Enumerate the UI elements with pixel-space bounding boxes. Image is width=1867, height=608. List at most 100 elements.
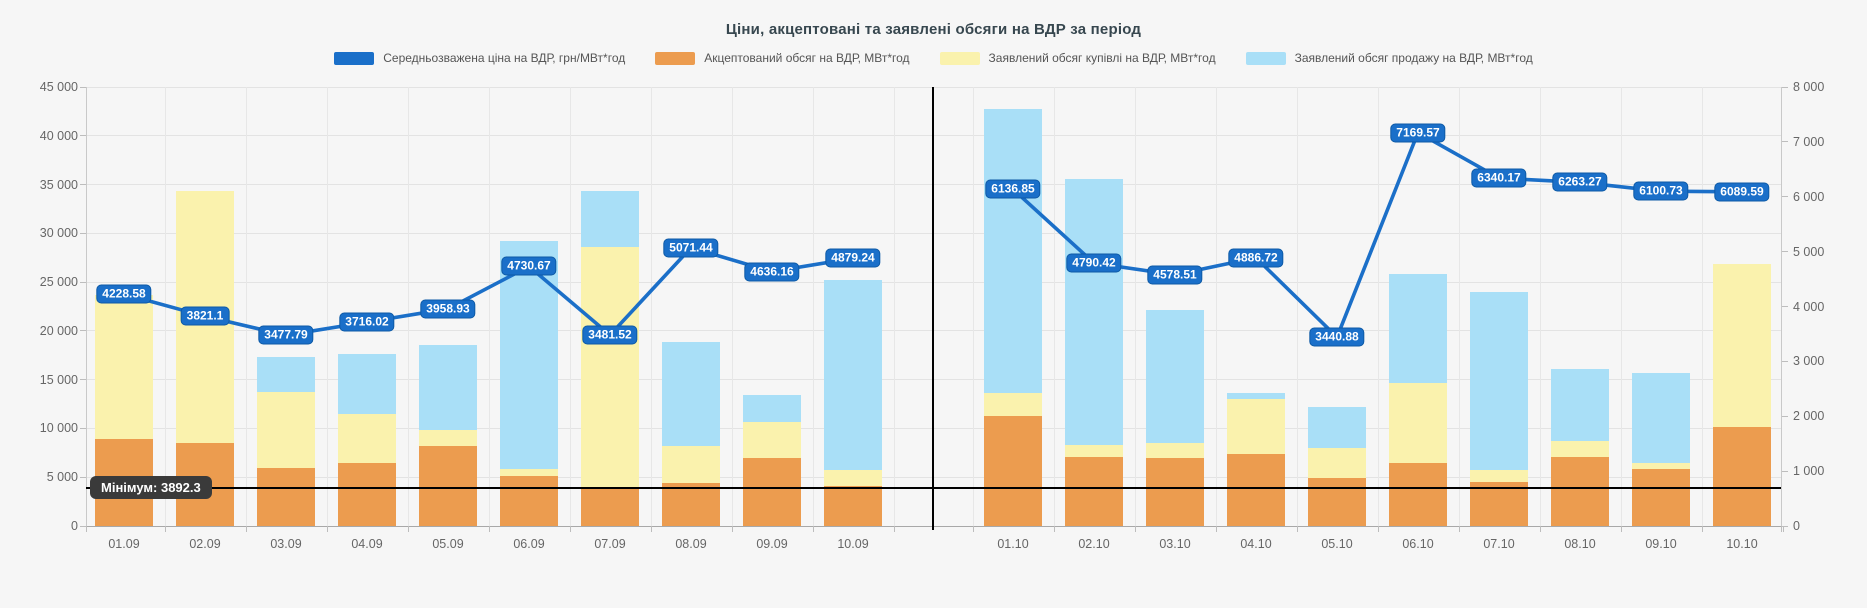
price-point-label-09.10[interactable]: 6100.73 — [1633, 181, 1689, 201]
right-axis-tick-label: 7 000 — [1793, 134, 1825, 149]
price-point-label-01.10[interactable]: 6136.85 — [985, 179, 1041, 199]
bar-buy-07.10[interactable] — [1470, 470, 1528, 482]
bar-accepted-07.09[interactable] — [581, 487, 639, 526]
bar-accepted-06.09[interactable] — [500, 476, 558, 526]
bar-accepted-08.09[interactable] — [662, 482, 720, 526]
bar-accepted-05.10[interactable] — [1308, 477, 1366, 526]
bar-accepted-09.10[interactable] — [1632, 468, 1690, 526]
bar-sell-09.09[interactable] — [743, 394, 801, 423]
bar-buy-06.10[interactable] — [1389, 383, 1447, 464]
bar-accepted-02.10[interactable] — [1065, 457, 1123, 526]
x-axis-tick — [407, 526, 409, 532]
bar-buy-01.10[interactable] — [984, 392, 1042, 417]
price-point-label-06.10[interactable]: 7169.57 — [1390, 123, 1446, 143]
bar-buy-10.10[interactable] — [1713, 263, 1771, 428]
gridline-vertical — [1296, 87, 1298, 526]
bar-sell-07.09[interactable] — [581, 191, 639, 247]
bar-accepted-05.09[interactable] — [419, 446, 477, 526]
bar-sell-07.10[interactable] — [1470, 291, 1528, 470]
legend-item-sell-volume[interactable]: Заявлений обсяг продажу на ВДР, МВт*год — [1245, 51, 1533, 65]
bar-sell-01.10[interactable] — [984, 109, 1042, 393]
price-point-label-02.10[interactable]: 4790.42 — [1066, 253, 1122, 273]
bar-buy-03.10[interactable] — [1146, 443, 1204, 459]
bar-sell-05.10[interactable] — [1308, 406, 1366, 449]
bar-buy-04.10[interactable] — [1227, 398, 1285, 454]
bar-buy-08.10[interactable] — [1551, 440, 1609, 457]
x-axis-tick — [972, 526, 974, 532]
right-axis-tick — [1782, 470, 1788, 472]
bar-sell-10.09[interactable] — [824, 280, 882, 471]
price-point-label-06.09[interactable]: 4730.67 — [501, 256, 557, 276]
legend-item-accepted-volume[interactable]: Акцептований обсяг на ВДР, МВт*год — [655, 51, 910, 65]
price-point-label-02.09[interactable]: 3821.1 — [180, 306, 230, 326]
bar-sell-08.10[interactable] — [1551, 369, 1609, 441]
price-point-label-10.09[interactable]: 4879.24 — [825, 248, 881, 268]
bar-sell-04.09[interactable] — [338, 353, 396, 415]
left-axis-tick-label: 20 000 — [39, 323, 78, 338]
bar-buy-05.09[interactable] — [419, 430, 477, 446]
bar-accepted-03.09[interactable] — [257, 468, 315, 526]
bar-accepted-04.09[interactable] — [338, 463, 396, 526]
x-axis-label: 06.10 — [1402, 537, 1434, 551]
bar-accepted-06.10[interactable] — [1389, 463, 1447, 526]
bar-accepted-04.10[interactable] — [1227, 453, 1285, 526]
legend-item-buy-volume[interactable]: Заявлений обсяг купівлі на ВДР, МВт*год — [939, 51, 1216, 65]
right-axis-tick-label: 2 000 — [1793, 409, 1825, 424]
legend-label: Середньозважена ціна на ВДР, грн/МВт*год — [383, 51, 626, 65]
gridline-vertical — [164, 87, 166, 526]
price-point-label-03.10[interactable]: 4578.51 — [1147, 265, 1203, 285]
price-point-label-07.09[interactable]: 3481.52 — [582, 325, 638, 345]
x-axis-tick — [1215, 526, 1217, 532]
price-point-label-04.09[interactable]: 3716.02 — [339, 312, 395, 332]
price-point-label-08.09[interactable]: 5071.44 — [663, 238, 719, 258]
price-point-label-04.10[interactable]: 4886.72 — [1228, 248, 1284, 268]
bar-buy-09.09[interactable] — [743, 422, 801, 458]
bar-buy-01.09[interactable] — [95, 294, 153, 440]
bar-buy-05.10[interactable] — [1308, 448, 1366, 478]
bar-buy-03.09[interactable] — [257, 391, 315, 469]
x-axis-tick — [650, 526, 652, 532]
price-point-label-08.10[interactable]: 6263.27 — [1552, 172, 1608, 192]
bar-accepted-10.10[interactable] — [1713, 427, 1771, 526]
bar-buy-08.09[interactable] — [662, 445, 720, 483]
left-axis-tick — [80, 232, 86, 234]
bar-buy-04.09[interactable] — [338, 414, 396, 464]
price-point-label-10.10[interactable]: 6089.59 — [1714, 182, 1770, 202]
gridline-vertical — [407, 87, 409, 526]
bar-sell-06.10[interactable] — [1389, 273, 1447, 384]
bar-buy-09.10[interactable] — [1632, 462, 1690, 469]
price-point-label-09.09[interactable]: 4636.16 — [744, 262, 800, 282]
bar-sell-09.10[interactable] — [1632, 372, 1690, 463]
bar-buy-06.09[interactable] — [500, 469, 558, 476]
left-axis-tick-label: 30 000 — [39, 226, 78, 241]
price-point-label-07.10[interactable]: 6340.17 — [1471, 168, 1527, 188]
gridline-vertical — [1134, 87, 1136, 526]
bar-sell-04.10[interactable] — [1227, 393, 1285, 399]
bar-accepted-08.10[interactable] — [1551, 456, 1609, 526]
bar-buy-10.09[interactable] — [824, 470, 882, 487]
bar-accepted-07.10[interactable] — [1470, 481, 1528, 526]
bar-accepted-01.10[interactable] — [984, 416, 1042, 526]
right-axis-tick-label: 8 000 — [1793, 80, 1825, 94]
legend-item-avg-price[interactable]: Середньозважена ціна на ВДР, грн/МВт*год — [334, 51, 625, 65]
x-axis-label: 02.09 — [189, 537, 221, 551]
bar-buy-02.10[interactable] — [1065, 445, 1123, 458]
right-axis-tick — [1782, 251, 1788, 253]
price-point-label-03.09[interactable]: 3477.79 — [258, 325, 314, 345]
x-axis-label: 02.10 — [1078, 537, 1110, 551]
bar-sell-02.10[interactable] — [1065, 178, 1123, 446]
x-axis-tick — [1620, 526, 1622, 532]
price-point-label-05.10[interactable]: 3440.88 — [1309, 327, 1365, 347]
bar-sell-03.09[interactable] — [257, 357, 315, 392]
price-point-label-05.09[interactable]: 3958.93 — [420, 299, 476, 319]
bar-buy-07.09[interactable] — [581, 246, 639, 488]
x-axis-tick — [569, 526, 571, 532]
bar-accepted-03.10[interactable] — [1146, 458, 1204, 526]
bar-sell-08.09[interactable] — [662, 341, 720, 446]
left-axis-tick — [80, 184, 86, 186]
bar-accepted-09.09[interactable] — [743, 457, 801, 526]
bar-sell-05.09[interactable] — [419, 344, 477, 431]
price-point-label-01.09[interactable]: 4228.58 — [96, 284, 152, 304]
bar-sell-03.10[interactable] — [1146, 310, 1204, 444]
bar-accepted-10.09[interactable] — [824, 486, 882, 526]
